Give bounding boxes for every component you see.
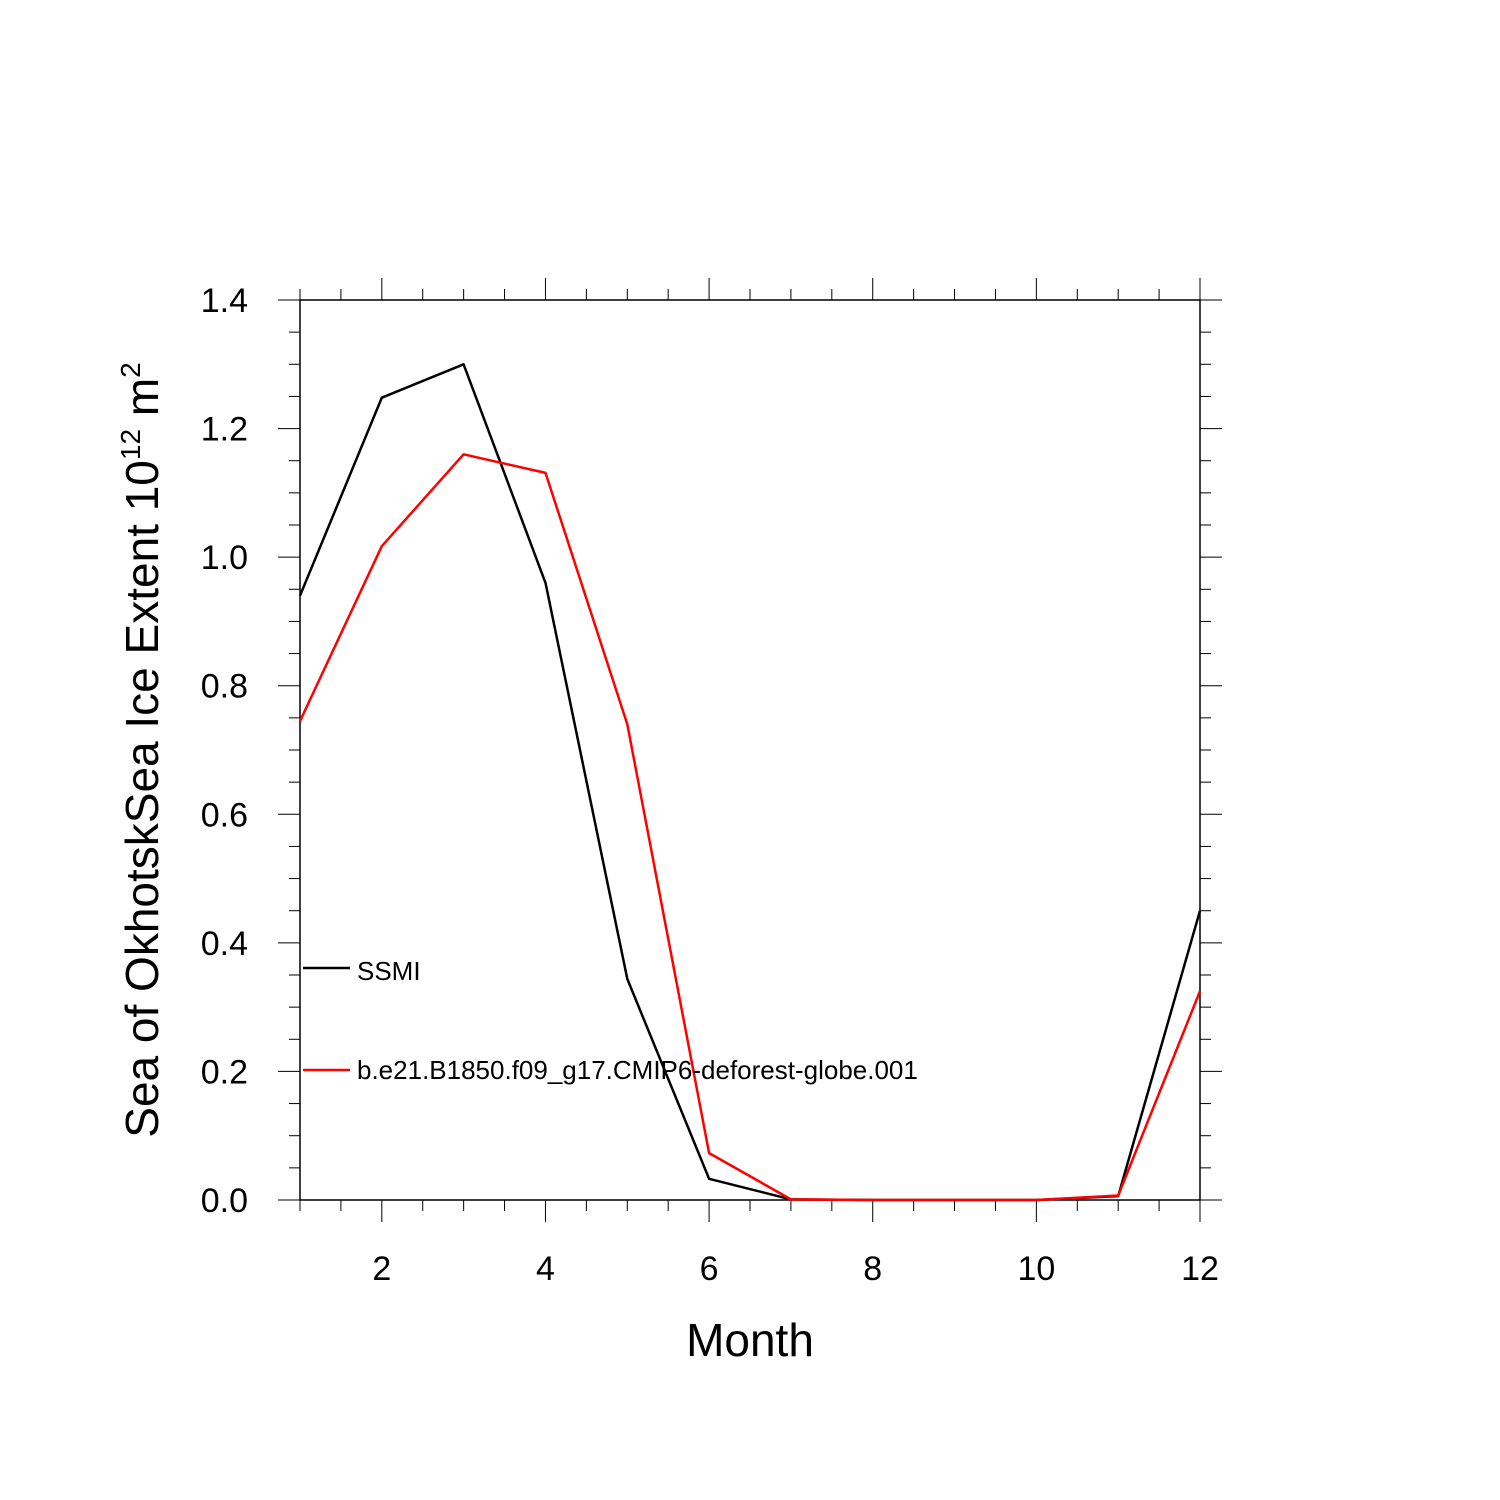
x-axis-title: Month — [686, 1314, 814, 1366]
y-tick-label: 0.8 — [201, 668, 248, 706]
series-line-deforest — [298, 453, 1202, 1202]
legend-label-ssmi: SSMI — [357, 956, 421, 986]
x-tick-label: 4 — [536, 1250, 555, 1288]
x-tick-label: 2 — [372, 1250, 391, 1288]
x-tick-label: 8 — [863, 1250, 882, 1288]
y-tick-label: 1.0 — [201, 539, 248, 577]
x-tick-label: 12 — [1181, 1250, 1219, 1288]
x-tick-labels: 2 4 6 8 10 12 — [372, 1250, 1219, 1288]
y-tick-label: 0.4 — [201, 925, 248, 963]
plot-frame — [299, 299, 1201, 1201]
y-tick-label: 0.2 — [201, 1053, 248, 1091]
series-lines — [298, 363, 1202, 1202]
y-tick-label: 0.0 — [201, 1182, 248, 1220]
legend: SSMI b.e21.B1850.f09_g17.CMIP6-deforest-… — [303, 956, 918, 1085]
x-tick-label: 6 — [700, 1250, 719, 1288]
y-axis-title: Sea of OkhotskSea Ice Extent 1012 m2 — [115, 362, 168, 1137]
x-tick-label: 10 — [1017, 1250, 1055, 1288]
legend-label-deforest: b.e21.B1850.f09_g17.CMIP6-deforest-globe… — [357, 1055, 918, 1085]
y-tick-label: 1.4 — [201, 282, 248, 320]
y-tick-label: 1.2 — [201, 411, 248, 449]
axis-ticks — [278, 278, 1222, 1222]
y-tick-label: 0.6 — [201, 796, 248, 834]
y-tick-labels: 0.0 0.2 0.4 0.6 0.8 1.0 1.2 1.4 — [201, 282, 248, 1220]
